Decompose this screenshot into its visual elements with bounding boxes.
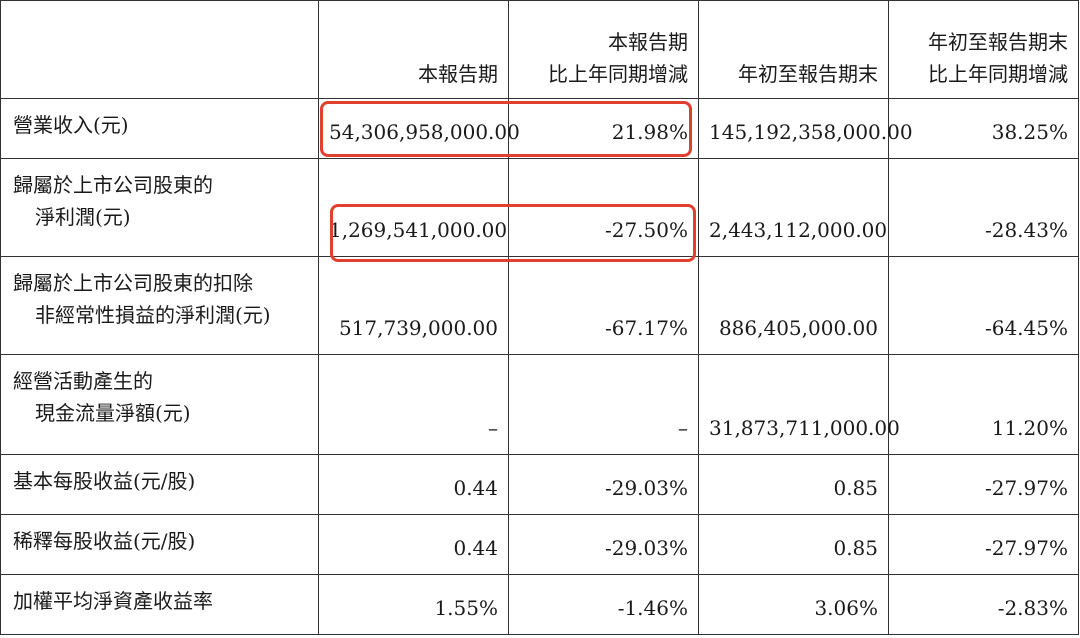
- table-row: 加權平均淨資產收益率 1.55% -1.46% 3.06% -2.83%: [0, 574, 1079, 635]
- cell-ytd: 2,443,112,000.00: [698, 158, 889, 257]
- header-ytd-yoy-line2: 比上年同期增減: [928, 62, 1068, 86]
- cell-ytd: 0.85: [698, 514, 889, 575]
- cell-current: 1,269,541,000.00: [318, 158, 509, 257]
- cell-current-yoy: 21.98%: [508, 98, 699, 159]
- row-label: 歸屬於上市公司股東的淨利潤(元): [0, 158, 319, 257]
- cell-current-yoy: -29.03%: [508, 514, 699, 575]
- header-ytd-yoy-line1: 年初至報告期末: [928, 30, 1068, 54]
- cell-ytd-yoy: -28.43%: [888, 158, 1079, 257]
- cell-ytd-yoy: -27.97%: [888, 514, 1079, 575]
- row-label: 經營活動產生的現金流量淨額(元): [0, 354, 319, 455]
- table-row: 營業收入(元) 54,306,958,000.00 21.98% 145,192…: [0, 98, 1079, 159]
- row-label: 加權平均淨資產收益率: [0, 574, 319, 635]
- cell-current: 517,739,000.00: [318, 256, 509, 355]
- row-label: 歸屬於上市公司股東的扣除非經常性損益的淨利潤(元): [0, 256, 319, 355]
- cell-current-yoy: -29.03%: [508, 454, 699, 515]
- header-current-yoy-line2: 比上年同期增減: [548, 62, 688, 86]
- header-ytd-yoy: 年初至報告期末 比上年同期增減: [888, 0, 1079, 99]
- header-row: 本報告期 本報告期 比上年同期增減 年初至報告期末 年初至報告期末 比上年同期增減: [0, 0, 1079, 99]
- cell-current: 1.55%: [318, 574, 509, 635]
- row-label-line2: 現金流量淨額(元): [35, 401, 191, 425]
- table-row: 歸屬於上市公司股東的扣除非經常性損益的淨利潤(元) 517,739,000.00…: [0, 256, 1079, 355]
- cell-current: 54,306,958,000.00: [318, 98, 520, 159]
- row-label-line1: 加權平均淨資產收益率: [13, 589, 213, 613]
- cell-ytd-yoy: -2.83%: [888, 574, 1079, 635]
- row-label: 營業收入(元): [0, 98, 319, 159]
- cell-current-yoy: -27.50%: [508, 158, 699, 257]
- cell-current-yoy: –: [508, 354, 699, 455]
- header-current-period: 本報告期: [318, 0, 509, 99]
- table-row: 歸屬於上市公司股東的淨利潤(元) 1,269,541,000.00 -27.50…: [0, 158, 1079, 257]
- header-current-yoy-line1: 本報告期: [608, 30, 688, 54]
- cell-current-yoy: -1.46%: [508, 574, 699, 635]
- cell-ytd-yoy: -64.45%: [888, 256, 1079, 355]
- row-label: 稀釋每股收益(元/股): [0, 514, 319, 575]
- row-label-line1: 經營活動產生的: [13, 369, 153, 393]
- cell-ytd: 886,405,000.00: [698, 256, 889, 355]
- row-label: 基本每股收益(元/股): [0, 454, 319, 515]
- row-label-line1: 歸屬於上市公司股東的扣除: [13, 271, 253, 295]
- row-label-line1: 稀釋每股收益(元/股): [13, 529, 196, 553]
- row-label-line1: 營業收入(元): [13, 113, 129, 137]
- cell-ytd: 3.06%: [698, 574, 889, 635]
- cell-current-yoy: -67.17%: [508, 256, 699, 355]
- table-row: 稀釋每股收益(元/股) 0.44 -29.03% 0.85 -27.97%: [0, 514, 1079, 575]
- row-label-line1: 歸屬於上市公司股東的: [13, 173, 213, 197]
- row-label-line2: 非經常性損益的淨利潤(元): [35, 303, 271, 327]
- cell-current: –: [318, 354, 509, 455]
- cell-ytd-yoy: 38.25%: [888, 98, 1079, 159]
- cell-current: 0.44: [318, 514, 509, 575]
- cell-current: 0.44: [318, 454, 509, 515]
- row-label-line1: 基本每股收益(元/股): [13, 469, 196, 493]
- header-current-yoy: 本報告期比上年同期增減: [508, 0, 699, 99]
- cell-ytd: 0.85: [698, 454, 889, 515]
- row-label-line2: 淨利潤(元): [35, 205, 131, 229]
- cell-ytd: 145,192,358,000.00: [698, 98, 913, 159]
- table-row: 經營活動產生的現金流量淨額(元) – – 31,873,711,000.00 1…: [0, 354, 1079, 455]
- cell-ytd-yoy: -27.97%: [888, 454, 1079, 515]
- header-ytd: 年初至報告期末: [698, 0, 889, 99]
- cell-ytd: 31,873,711,000.00: [698, 354, 900, 455]
- table-row: 基本每股收益(元/股) 0.44 -29.03% 0.85 -27.97%: [0, 454, 1079, 515]
- header-label-cell: [0, 0, 319, 99]
- cell-ytd-yoy: 11.20%: [888, 354, 1079, 455]
